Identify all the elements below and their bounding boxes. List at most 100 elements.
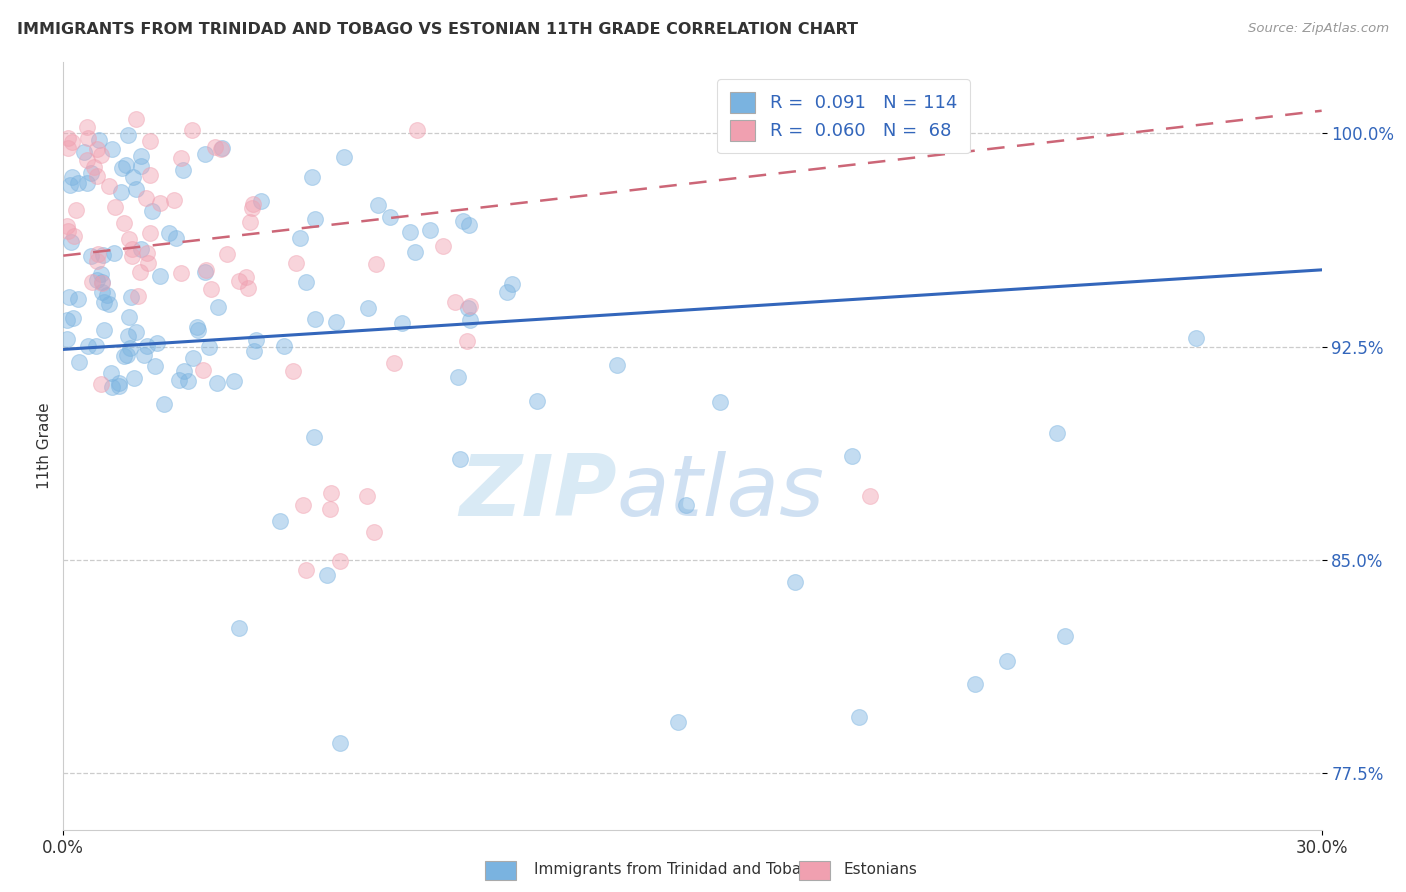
Point <box>76 176 98 190</box>
Point <box>125 325 148 339</box>
Point <box>207 300 229 314</box>
Point <box>120 341 142 355</box>
Point <box>240 202 263 216</box>
Point <box>87 133 110 147</box>
Point <box>457 301 479 315</box>
Point <box>186 320 208 334</box>
Point <box>606 359 628 373</box>
Point <box>76 120 98 135</box>
Point <box>304 312 326 326</box>
Point <box>115 158 138 172</box>
Point <box>86 169 108 184</box>
Point <box>135 246 157 260</box>
Point <box>101 142 124 156</box>
Point <box>200 282 222 296</box>
Text: IMMIGRANTS FROM TRINIDAD AND TOBAGO VS ESTONIAN 11TH GRADE CORRELATION CHART: IMMIGRANTS FROM TRINIDAD AND TOBAGO VS E… <box>17 22 858 37</box>
Point <box>301 169 323 184</box>
Point <box>382 356 405 370</box>
Point <box>80 166 103 180</box>
Point <box>460 313 482 327</box>
Point <box>58 290 80 304</box>
Point <box>139 134 162 148</box>
Point <box>319 501 342 516</box>
Point <box>108 376 131 390</box>
Point <box>457 219 479 233</box>
Point <box>118 310 141 325</box>
Point <box>281 364 304 378</box>
Point <box>204 140 226 154</box>
Point <box>995 653 1018 667</box>
Point <box>118 232 141 246</box>
Point <box>1054 629 1077 643</box>
Point <box>60 235 83 250</box>
Point <box>136 256 159 270</box>
Point <box>93 295 115 310</box>
Point <box>321 486 343 500</box>
Point <box>290 231 312 245</box>
Point <box>121 249 143 263</box>
Point <box>194 147 217 161</box>
Point <box>367 198 389 212</box>
Point <box>181 123 204 137</box>
Point <box>66 292 89 306</box>
Legend: R =  0.091   N = 114, R =  0.060   N =  68: R = 0.091 N = 114, R = 0.060 N = 68 <box>717 79 970 153</box>
Point <box>419 223 441 237</box>
Point <box>295 563 318 577</box>
Point <box>60 170 83 185</box>
Point <box>273 339 295 353</box>
Point <box>172 163 194 178</box>
Point <box>848 710 870 724</box>
Point <box>668 714 690 729</box>
Point <box>1046 425 1069 440</box>
Point <box>148 269 170 284</box>
Point <box>112 216 135 230</box>
Point <box>304 212 326 227</box>
Point <box>76 153 98 167</box>
Point <box>67 176 90 190</box>
Point <box>135 191 157 205</box>
Point <box>104 200 127 214</box>
Point <box>90 267 112 281</box>
Point <box>134 348 156 362</box>
Point <box>709 395 731 409</box>
Point <box>86 142 108 156</box>
Point <box>167 373 190 387</box>
Point <box>456 334 478 348</box>
Point <box>110 185 132 199</box>
Point <box>378 210 401 224</box>
Point <box>194 262 217 277</box>
Point <box>170 266 193 280</box>
Point <box>453 213 475 227</box>
Point <box>139 227 162 241</box>
Point <box>128 265 150 279</box>
Point <box>84 339 107 353</box>
Point <box>291 498 314 512</box>
Point <box>404 245 426 260</box>
Point <box>444 294 467 309</box>
Point <box>228 621 250 635</box>
Point <box>117 128 139 143</box>
Point <box>165 231 187 245</box>
Point <box>194 265 217 279</box>
Point <box>191 363 214 377</box>
Point <box>149 196 172 211</box>
Point <box>65 202 87 217</box>
Point <box>211 141 233 155</box>
Point <box>80 275 103 289</box>
Point <box>108 379 131 393</box>
Point <box>398 226 420 240</box>
Point <box>110 161 132 175</box>
Point <box>356 301 378 315</box>
Point <box>236 281 259 295</box>
Point <box>785 574 807 589</box>
Point <box>245 333 267 347</box>
Point <box>56 219 79 233</box>
Point <box>222 374 245 388</box>
Point <box>135 339 157 353</box>
Point <box>405 123 427 137</box>
Point <box>122 370 145 384</box>
Point <box>215 247 238 261</box>
Point <box>86 254 108 268</box>
Point <box>284 256 307 270</box>
Point <box>1185 331 1208 345</box>
